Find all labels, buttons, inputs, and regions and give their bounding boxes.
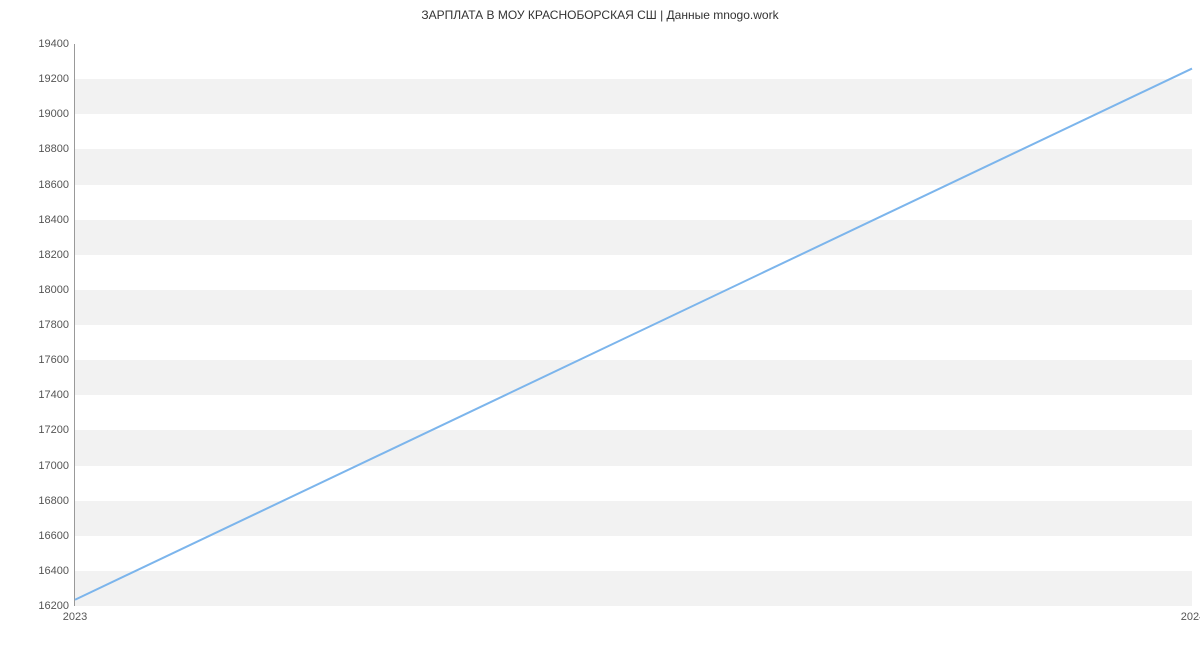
y-tick-label: 19000	[38, 108, 69, 120]
y-tick-label: 19400	[38, 38, 69, 50]
y-tick-label: 17000	[38, 460, 69, 472]
y-tick-label: 17600	[38, 354, 69, 366]
plot-area: 1620016400166001680017000172001740017600…	[74, 44, 1192, 606]
x-tick-label: 2024	[1181, 611, 1200, 623]
y-tick-label: 18800	[38, 143, 69, 155]
y-tick-label: 17800	[38, 319, 69, 331]
series-line-svg	[75, 44, 1192, 605]
y-tick-label: 16600	[38, 530, 69, 542]
x-tick-label: 2023	[63, 611, 87, 623]
y-tick-label: 17400	[38, 389, 69, 401]
y-tick-label: 16800	[38, 495, 69, 507]
y-tick-label: 18000	[38, 284, 69, 296]
chart-title: ЗАРПЛАТА В МОУ КРАСНОБОРСКАЯ СШ | Данные…	[0, 8, 1200, 22]
y-tick-label: 19200	[38, 73, 69, 85]
y-tick-label: 18600	[38, 179, 69, 191]
y-tick-label: 16400	[38, 565, 69, 577]
y-tick-label: 18400	[38, 214, 69, 226]
series-line	[75, 69, 1192, 600]
y-tick-label: 18200	[38, 249, 69, 261]
y-tick-label: 17200	[38, 424, 69, 436]
